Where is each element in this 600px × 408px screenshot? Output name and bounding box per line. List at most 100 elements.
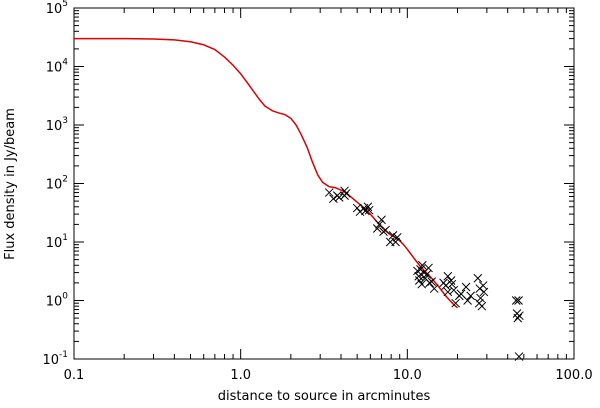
y-axis-label: Flux density in Jy/beam — [3, 108, 18, 260]
marker-stroke — [513, 313, 523, 323]
marker-stroke — [381, 225, 390, 235]
x-axis-label: distance to source in arcminutes — [218, 389, 431, 404]
data-point-x-marker — [473, 273, 483, 283]
data-point-x-marker — [513, 313, 523, 323]
y-tick-label-exponent: 1 — [62, 233, 68, 243]
data-point-x-marker — [479, 287, 489, 297]
x-ticks: 0.1 1.0 10.0 100.0 — [64, 8, 593, 383]
marker-stroke — [451, 298, 461, 308]
marker-stroke — [463, 296, 472, 305]
y-tick-label-exponent: 0 — [62, 292, 68, 302]
marker-stroke — [514, 352, 524, 361]
data-point-x-marker — [414, 271, 424, 281]
marker-stroke — [427, 277, 437, 287]
marker-stroke — [466, 291, 476, 301]
data-point-x-marker — [417, 279, 427, 289]
marker-stroke — [414, 276, 424, 285]
y-tick-label-exponent: 5 — [62, 0, 68, 9]
data-point-x-marker — [427, 277, 437, 287]
data-point-x-marker — [414, 276, 424, 285]
data-point-x-marker — [447, 279, 457, 289]
marker-stroke — [340, 186, 349, 196]
marker-stroke — [329, 194, 338, 204]
marker-stroke — [456, 289, 466, 299]
y-tick-label-base: 10 — [46, 178, 63, 193]
data-point-x-marker — [334, 192, 344, 202]
y-tick-label-base: 10 — [46, 119, 63, 134]
data-point-x-marker — [372, 224, 382, 233]
marker-stroke — [443, 287, 453, 297]
marker-stroke — [324, 188, 334, 197]
x-tick-label: 0.1 — [64, 368, 85, 383]
marker-stroke — [443, 271, 453, 281]
marker-stroke — [417, 279, 427, 289]
y-tick-label: 103 — [46, 116, 68, 134]
data-point-x-marker — [381, 225, 390, 235]
data-point-x-marker — [451, 298, 461, 308]
marker-stroke — [392, 233, 402, 242]
data-point-x-marker — [466, 291, 476, 301]
data-point-x-marker — [443, 287, 453, 297]
data-point-x-marker — [446, 276, 456, 285]
marker-stroke — [414, 271, 424, 281]
data-point-x-marker — [391, 237, 400, 247]
data-point-x-marker — [429, 284, 439, 293]
y-tick-label: 105 — [46, 0, 68, 17]
data-point-x-marker — [422, 269, 432, 279]
x-tick-label: 10.0 — [393, 368, 422, 383]
data-point-x-marker — [340, 186, 349, 196]
data-point-x-marker — [514, 352, 524, 361]
x-tick-label: 1.0 — [230, 368, 251, 383]
data-point-x-marker — [361, 206, 370, 216]
data-point-x-marker — [413, 266, 422, 276]
marker-stroke — [334, 192, 344, 202]
marker-stroke — [341, 188, 351, 198]
data-point-x-marker — [443, 271, 453, 281]
data-point-x-marker — [364, 205, 374, 215]
marker-stroke — [446, 276, 456, 285]
fit-curve-line — [74, 37, 458, 309]
marker-stroke — [429, 284, 439, 293]
data-point-x-marker — [514, 296, 523, 305]
y-tick-label-exponent: 2 — [62, 175, 68, 185]
data-point-x-marker — [514, 311, 524, 321]
data-point-x-marker — [388, 230, 398, 240]
y-tick-label-base: 10 — [46, 2, 63, 17]
y-tick-label-exponent: -1 — [59, 350, 68, 360]
y-tick-label-base: 10 — [46, 236, 63, 251]
y-tick-label: 101 — [46, 233, 68, 251]
marker-stroke — [447, 279, 457, 289]
y-tick-label-base: 10 — [46, 295, 63, 310]
y-tick-label: 10-1 — [42, 350, 68, 368]
marker-stroke — [473, 273, 483, 283]
marker-stroke — [417, 260, 427, 270]
data-point-x-marker — [477, 301, 487, 311]
data-point-x-marker — [377, 215, 386, 225]
data-markers — [324, 186, 524, 361]
marker-stroke — [364, 205, 374, 215]
data-point-x-marker — [476, 293, 485, 303]
data-point-x-marker — [324, 188, 334, 197]
marker-stroke — [375, 220, 384, 229]
y-tick-label-base: 10 — [46, 61, 63, 76]
marker-stroke — [391, 237, 400, 247]
marker-stroke — [511, 296, 521, 305]
marker-stroke — [388, 230, 398, 240]
data-point-x-marker — [424, 263, 433, 273]
marker-stroke — [477, 301, 487, 311]
data-point-x-marker — [352, 203, 362, 213]
marker-stroke — [449, 285, 459, 295]
marker-stroke — [422, 269, 432, 279]
y-tick-label-base: 10 — [42, 353, 59, 368]
y-tick-label-exponent: 4 — [62, 58, 68, 68]
data-point-x-marker — [341, 188, 351, 198]
marker-stroke — [425, 278, 434, 288]
data-point-x-marker — [392, 233, 402, 242]
marker-stroke — [476, 293, 485, 303]
marker-stroke — [413, 266, 422, 276]
data-point-x-marker — [511, 296, 521, 305]
data-point-x-marker — [329, 194, 338, 204]
data-point-x-marker — [417, 260, 427, 270]
